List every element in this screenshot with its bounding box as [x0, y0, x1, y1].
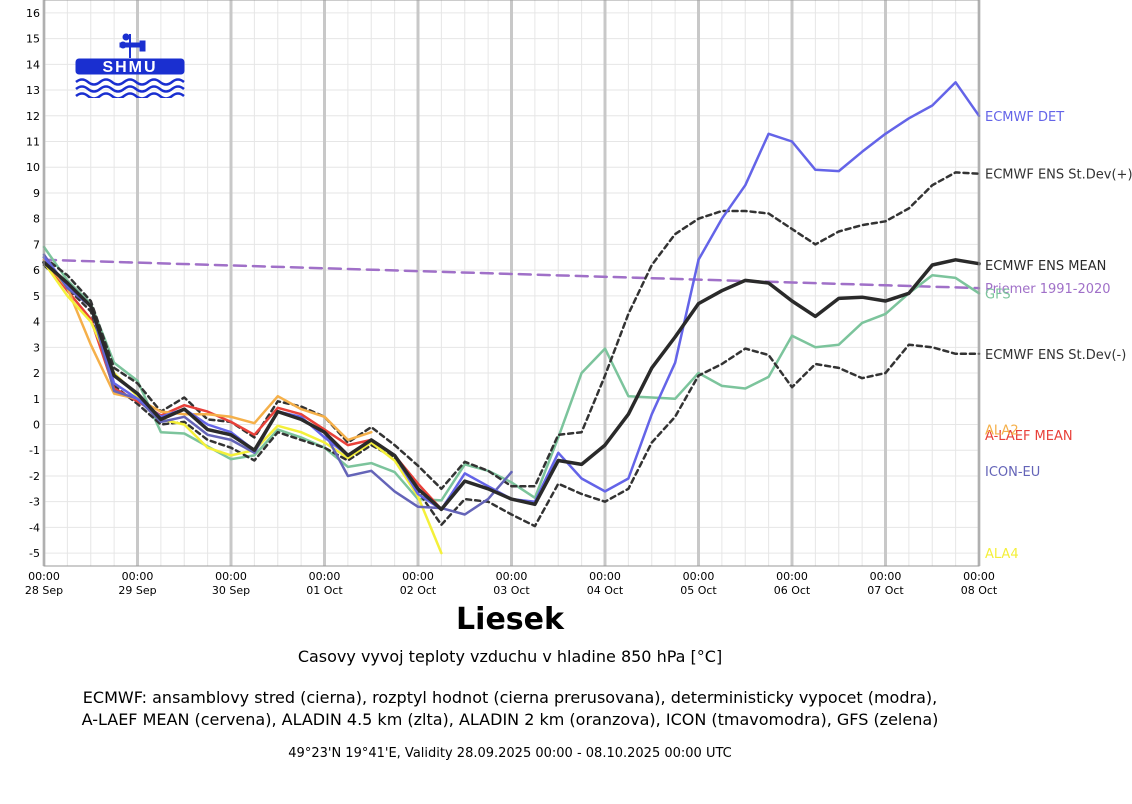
validity-text: 49°23'N 19°41'E, Validity 28.09.2025 00:… [288, 746, 732, 761]
chart-subtitle: Casovy vyvoj teploty vzduchu v hladine 8… [297, 647, 723, 666]
svg-text:SHMU: SHMU [102, 59, 157, 76]
series-label-a-laef-mean: A-LAEF MEAN [985, 429, 1073, 444]
y-tick-label: 14 [26, 58, 40, 71]
series-line-ecmwf-ens-st-dev [42, 171, 981, 491]
y-tick-label: 13 [26, 84, 40, 97]
x-tick-date: 30 Sep [212, 584, 250, 597]
chart-description: ECMWF: ansamblovy stred (cierna), rozpty… [0, 687, 1020, 731]
series-label-ecmwf-det: ECMWF DET [985, 110, 1064, 125]
y-tick-label: 2 [33, 367, 40, 380]
shmu-logo: SHMU [75, 33, 185, 98]
x-tick-date: 29 Sep [118, 584, 156, 597]
x-tick-time: 00:00 [28, 570, 60, 583]
series-label-ala2: ALA2 [985, 424, 1019, 439]
y-tick-label: 9 [33, 187, 40, 200]
x-tick-date: 01 Oct [306, 584, 343, 597]
y-tick-label: 3 [33, 341, 40, 354]
y-tick-label: 11 [26, 136, 40, 149]
series-label-ecmwf-ens-mean: ECMWF ENS MEAN [985, 259, 1106, 274]
x-tick-time: 00:00 [870, 570, 902, 583]
chart-title: Liesek [456, 602, 564, 637]
x-tick-date: 07 Oct [867, 584, 904, 597]
y-tick-label: -3 [29, 496, 40, 509]
y-tick-label: -5 [29, 547, 40, 560]
x-tick-date: 08 Oct [961, 584, 998, 597]
x-tick-time: 00:00 [215, 570, 247, 583]
x-tick-time: 00:00 [683, 570, 715, 583]
y-tick-label: 8 [33, 213, 40, 226]
x-tick-date: 02 Oct [400, 584, 437, 597]
y-tick-label: 16 [26, 7, 40, 20]
series-label-ecmwf-ens-st-dev: ECMWF ENS St.Dev(+) [985, 168, 1132, 183]
series-lines [42, 81, 981, 555]
y-tick-label: 4 [33, 316, 40, 329]
plot-frame [43, 0, 980, 567]
series-line-a-laef-mean [42, 258, 443, 511]
y-tick-label: 12 [26, 110, 40, 123]
x-tick-date: 06 Oct [774, 584, 811, 597]
x-tick-date: 03 Oct [493, 584, 530, 597]
series-label-ala4: ALA4 [985, 547, 1019, 562]
x-tick-time: 00:00 [776, 570, 808, 583]
x-tick-date: 28 Sep [25, 584, 63, 597]
series-label-priemer-1991-2020: Priemer 1991-2020 [985, 282, 1111, 297]
series-label-icon-eu: ICON-EU [985, 465, 1040, 480]
x-tick-date: 05 Oct [680, 584, 717, 597]
series-line-ala2 [42, 258, 373, 442]
x-tick-time: 00:00 [496, 570, 528, 583]
x-tick-date: 04 Oct [587, 584, 624, 597]
series-line-ecmwf-ens-mean [42, 258, 981, 512]
y-tick-label: 5 [33, 290, 40, 303]
series-label-ecmwf-ens-st-dev: ECMWF ENS St.Dev(-) [985, 348, 1126, 363]
x-tick-time: 00:00 [963, 570, 995, 583]
y-tick-label: -2 [29, 470, 40, 483]
x-tick-time: 00:00 [309, 570, 341, 583]
y-tick-label: -1 [29, 444, 40, 457]
series-line-ecmwf-ens-st-dev [42, 263, 981, 528]
series-line-ala4 [42, 261, 443, 555]
series-line-gfs [42, 245, 981, 502]
y-tick-label: 7 [33, 238, 40, 251]
y-tick-label: 0 [33, 419, 40, 432]
x-tick-time: 00:00 [402, 570, 434, 583]
series-label-gfs: GFS [985, 287, 1011, 302]
series-line-priemer-1991-2020 [42, 258, 981, 290]
description-line-1: ECMWF: ansamblovy stred (cierna), rozpty… [82, 688, 938, 707]
y-tick-label: -4 [29, 521, 40, 534]
y-tick-label: 15 [26, 33, 40, 46]
y-tick-label: 10 [26, 161, 40, 174]
description-line-2: A-LAEF MEAN (cervena), ALADIN 4.5 km (zl… [81, 710, 939, 729]
y-tick-label: 1 [33, 393, 40, 406]
y-tick-label: 6 [33, 264, 40, 277]
x-tick-time: 00:00 [589, 570, 621, 583]
x-tick-time: 00:00 [122, 570, 154, 583]
